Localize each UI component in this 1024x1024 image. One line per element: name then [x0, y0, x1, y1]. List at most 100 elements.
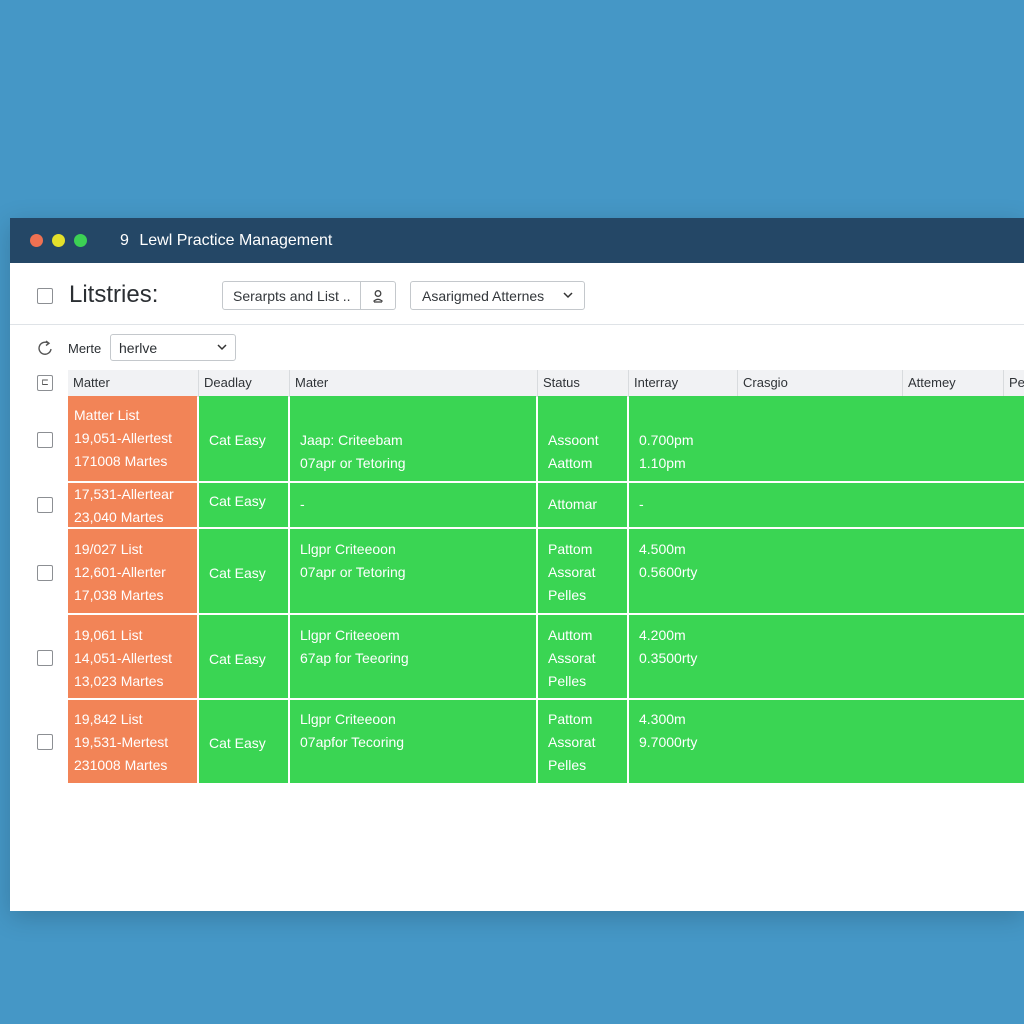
status-cell-line: Assorat	[548, 564, 596, 580]
mater-cell-line: Jaap: Criteebam	[300, 432, 403, 448]
matter-cell-line: 19,051-Allertest	[74, 430, 173, 446]
row-checkbox[interactable]	[37, 432, 53, 448]
interray-cell: 0.700pm 1.10pm	[629, 396, 1024, 481]
matter-cell-line: 171008 Martes	[74, 453, 168, 469]
select-all-checkbox[interactable]	[37, 288, 53, 304]
matter-cell-line: Matter List	[74, 407, 140, 423]
window-title-number: 9	[120, 231, 129, 249]
matter-cell-line: 14,051-Allertest	[74, 650, 173, 666]
deadline-cell-line: Cat Easy	[209, 493, 266, 509]
row-checkbox[interactable]	[37, 565, 53, 581]
status-cell-line: Attomar	[548, 496, 598, 512]
deadline-cell: Cat Easy	[199, 529, 288, 613]
app-window: 9 Lewl Practice Management Litstries: Se…	[10, 218, 1024, 911]
filter-select[interactable]: herlve	[110, 334, 236, 361]
matter-cell-line: 231008 Martes	[74, 757, 168, 773]
column-header-interray[interactable]: Interray	[628, 370, 737, 396]
matter-cell-line: 19/027 List	[74, 541, 143, 557]
mater-cell: Llgpr Criteeoon 07apr or Tetoring	[290, 529, 536, 613]
column-header-attorney[interactable]: Attemey	[902, 370, 1003, 396]
column-header-deadline[interactable]: Deadlay	[198, 370, 289, 396]
status-cell-line: Pelles	[548, 757, 587, 773]
status-cell-line: Pelles	[548, 673, 587, 689]
matter-cell-line: 19,531-Mertest	[74, 734, 169, 750]
mater-cell-line: -	[300, 496, 305, 512]
matter-cell[interactable]: 19/027 List 12,601-Allerter 17,038 Marte…	[68, 529, 197, 613]
status-cell: Attomar	[538, 483, 627, 527]
matters-table: ⊏ Matter Deadlay Mater Status Interray C…	[10, 370, 1024, 783]
column-header-pe[interactable]: Pe	[1003, 370, 1024, 396]
search-button[interactable]	[360, 282, 395, 309]
row-checkbox[interactable]	[37, 650, 53, 666]
status-cell-line: Pattom	[548, 711, 593, 727]
interray-cell-line: 9.7000rty	[639, 734, 698, 750]
interray-cell-line: 0.700pm	[639, 432, 694, 448]
mater-cell: Jaap: Criteebam 07apr or Tetoring	[290, 396, 536, 481]
status-cell-line: Pattom	[548, 541, 593, 557]
mater-cell: Llgpr Criteeoon 07apfor Tecoring	[290, 700, 536, 783]
deadline-cell: Cat Easy	[199, 615, 288, 698]
interray-cell-line: 1.10pm	[639, 455, 686, 471]
matter-cell[interactable]: Matter List 19,051-Allertest 171008 Mart…	[68, 396, 197, 481]
status-cell-line: Auttom	[548, 627, 593, 643]
matter-cell-line: 23,040 Martes	[74, 509, 164, 525]
column-header-mater[interactable]: Mater	[289, 370, 537, 396]
matter-cell[interactable]: 19,842 List 19,531-Mertest 231008 Martes	[68, 700, 197, 783]
column-header-crasgio[interactable]: Crasgio	[737, 370, 902, 396]
title-bar: 9 Lewl Practice Management	[10, 218, 1024, 263]
mater-cell-line: Llgpr Criteeoon	[300, 711, 396, 727]
status-cell-line: Assorat	[548, 734, 596, 750]
table-row[interactable]: 17,531-Allertear 23,040 Martes Cat Easy …	[10, 483, 1024, 527]
assigned-attorneys-label: Asarigmed Atternes	[422, 287, 545, 304]
interray-cell-line: 0.3500rty	[639, 650, 698, 666]
status-cell-line: Pelles	[548, 587, 587, 603]
status-cell-line: Assorat	[548, 650, 596, 666]
person-search-icon	[373, 289, 383, 303]
filter-row: Merte herlve	[10, 334, 1024, 362]
filter-select-value: herlve	[119, 339, 158, 356]
matter-cell[interactable]: 19,061 List 14,051-Allertest 13,023 Mart…	[68, 615, 197, 698]
table-header: ⊏ Matter Deadlay Mater Status Interray C…	[10, 370, 1024, 397]
interray-cell-line: 4.200m	[639, 627, 686, 643]
row-checkbox[interactable]	[37, 734, 53, 750]
deadline-cell-line: Cat Easy	[209, 651, 266, 667]
status-cell-line: Aattom	[548, 455, 593, 471]
interray-cell: 4.300m 9.7000rty	[629, 700, 1024, 783]
table-row[interactable]: 19,061 List 14,051-Allertest 13,023 Mart…	[10, 615, 1024, 698]
table-row[interactable]: Matter List 19,051-Allertest 171008 Mart…	[10, 396, 1024, 481]
window-title: 9 Lewl Practice Management	[120, 232, 332, 250]
deadline-cell-line: Cat Easy	[209, 432, 266, 448]
header-select-checkbox[interactable]: ⊏	[37, 375, 53, 391]
mater-cell-line: 07apfor Tecoring	[300, 734, 405, 750]
refresh-icon[interactable]	[37, 340, 55, 356]
matter-cell-line: 19,061 List	[74, 627, 143, 643]
matter-cell-line: 13,023 Martes	[74, 673, 164, 689]
search-input[interactable]: Serarpts and List ..	[222, 281, 396, 310]
status-cell: Pattom Assorat Pelles	[538, 529, 627, 613]
matter-cell-line: 19,842 List	[74, 711, 143, 727]
status-cell: Assoont Aattom	[538, 396, 627, 481]
matter-cell-line: 17,531-Allertear	[74, 486, 174, 502]
mater-cell: -	[290, 483, 536, 527]
window-title-label: Lewl Practice Management	[139, 231, 333, 249]
mater-cell-line: 07apr or Tetoring	[300, 564, 406, 580]
column-header-status[interactable]: Status	[537, 370, 628, 396]
mater-cell: Llgpr Criteeoem 67ap for Teeoring	[290, 615, 536, 698]
matter-cell-line: 12,601-Allerter	[74, 564, 166, 580]
interray-cell-line: 4.300m	[639, 711, 686, 727]
close-window-button[interactable]	[30, 234, 43, 247]
search-input-text[interactable]: Serarpts and List ..	[233, 287, 351, 304]
interray-cell-line: -	[639, 496, 644, 512]
interray-cell: -	[629, 483, 1024, 527]
interray-cell-line: 0.5600rty	[639, 564, 698, 580]
matter-cell[interactable]: 17,531-Allertear 23,040 Martes	[68, 483, 197, 527]
table-row[interactable]: 19/027 List 12,601-Allerter 17,038 Marte…	[10, 529, 1024, 613]
column-header-matter[interactable]: Matter	[73, 375, 110, 390]
maximize-window-button[interactable]	[74, 234, 87, 247]
mater-cell-line: Llgpr Criteeoem	[300, 627, 400, 643]
minimize-window-button[interactable]	[52, 234, 65, 247]
chevron-down-icon	[217, 344, 227, 351]
table-row[interactable]: 19,842 List 19,531-Mertest 231008 Martes…	[10, 700, 1024, 783]
assigned-attorneys-dropdown[interactable]: Asarigmed Atternes	[410, 281, 585, 310]
row-checkbox[interactable]	[37, 497, 53, 513]
